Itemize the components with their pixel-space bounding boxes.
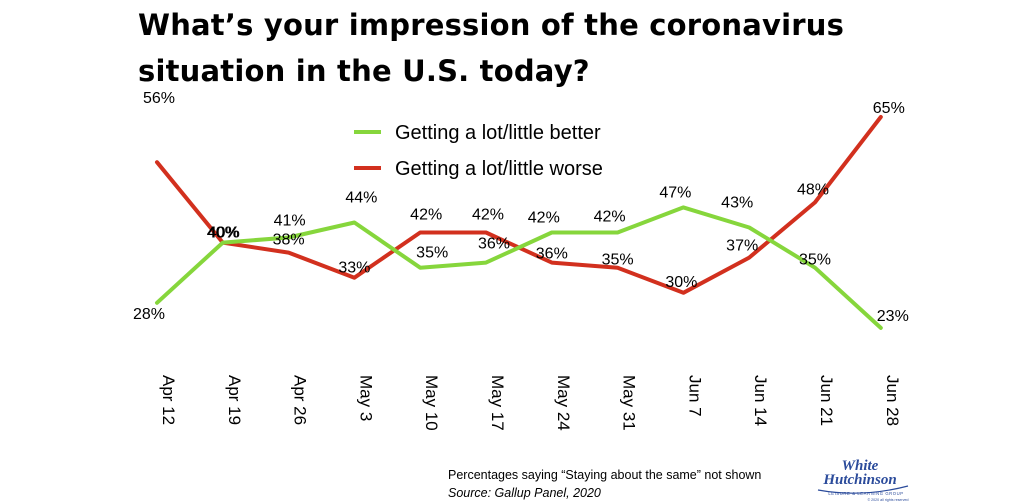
data-label-better-10: 35% bbox=[799, 252, 831, 269]
data-label-better-8: 47% bbox=[659, 184, 691, 201]
data-label-worse-2: 38% bbox=[273, 232, 305, 249]
x-tick-label: Jun 21 bbox=[817, 375, 836, 426]
x-tick-label: May 17 bbox=[488, 375, 507, 431]
x-tick-label: May 31 bbox=[620, 375, 639, 431]
data-label-worse-3: 33% bbox=[338, 260, 370, 277]
x-tick-label: Jun 7 bbox=[685, 375, 704, 417]
logo-tagline: LEISURE & LEARNING GROUP bbox=[828, 491, 903, 496]
footnote-note: Percentages saying “Staying about the sa… bbox=[448, 468, 762, 482]
data-label-better-6: 42% bbox=[528, 210, 560, 227]
data-label-better-3: 44% bbox=[345, 190, 377, 207]
x-tick-label: Apr 12 bbox=[159, 375, 178, 425]
data-label-worse-7: 35% bbox=[602, 252, 634, 269]
x-tick-label: May 10 bbox=[422, 375, 441, 431]
x-tick-label: Jun 28 bbox=[883, 375, 902, 426]
data-label-better-4: 35% bbox=[416, 245, 448, 262]
logo-line1: White bbox=[842, 458, 879, 474]
data-label-worse-1: 40% bbox=[207, 225, 239, 242]
series-line-better bbox=[155, 205, 883, 330]
data-label-worse-6: 36% bbox=[536, 246, 568, 263]
x-axis-ticks: Apr 12 Apr 19 Apr 26 May 3 May 10 May 17 May 2… bbox=[159, 375, 902, 431]
data-label-better-5: 36% bbox=[478, 236, 510, 253]
data-label-worse-11: 65% bbox=[873, 100, 905, 117]
data-label-worse-9: 37% bbox=[726, 238, 758, 255]
x-tick-label: Apr 26 bbox=[291, 375, 310, 425]
data-label-better-2: 41% bbox=[274, 213, 306, 230]
logo-swoosh bbox=[817, 485, 909, 494]
legend-label-better: Getting a lot/little better bbox=[395, 122, 601, 144]
data-label-better-0: 28% bbox=[133, 306, 165, 323]
legend-label-worse: Getting a lot/little worse bbox=[395, 158, 603, 180]
logo-rights: © 2020 all rights reserved bbox=[867, 498, 908, 502]
data-label-worse-4: 42% bbox=[410, 207, 442, 224]
white-hutchinson-logo: White Hutchinson LEISURE & LEARNING GROU… bbox=[817, 458, 909, 502]
footnote: Percentages saying “Staying about the sa… bbox=[448, 466, 761, 502]
logo-line2: Hutchinson bbox=[822, 472, 896, 488]
data-label-worse-5: 42% bbox=[472, 207, 504, 224]
data-label-worse-8: 30% bbox=[665, 274, 697, 291]
legend: Getting a lot/little better Getting a lot… bbox=[354, 122, 603, 180]
x-tick-label: May 3 bbox=[356, 375, 375, 421]
data-label-better-9: 43% bbox=[721, 195, 753, 212]
data-labels: 28% 40% 41% 44% 35% 36% 42% 42% 47% 43% 35% 23% 56% 4… bbox=[133, 90, 909, 325]
data-label-better-1: 40% bbox=[208, 225, 240, 242]
chart-title: What’s your impression of the coronaviru… bbox=[138, 8, 845, 88]
data-label-better-7: 42% bbox=[594, 209, 626, 226]
x-tick-label: Jun 14 bbox=[751, 375, 770, 426]
series-lines bbox=[155, 115, 883, 330]
data-label-better-11: 23% bbox=[877, 308, 909, 325]
x-tick-label: May 24 bbox=[554, 375, 573, 431]
x-tick-label: Apr 19 bbox=[225, 375, 244, 425]
footnote-source: Source: Gallup Panel, 2020 bbox=[448, 486, 601, 500]
data-label-worse-10: 48% bbox=[797, 181, 829, 198]
data-label-worse-0: 56% bbox=[143, 90, 175, 107]
